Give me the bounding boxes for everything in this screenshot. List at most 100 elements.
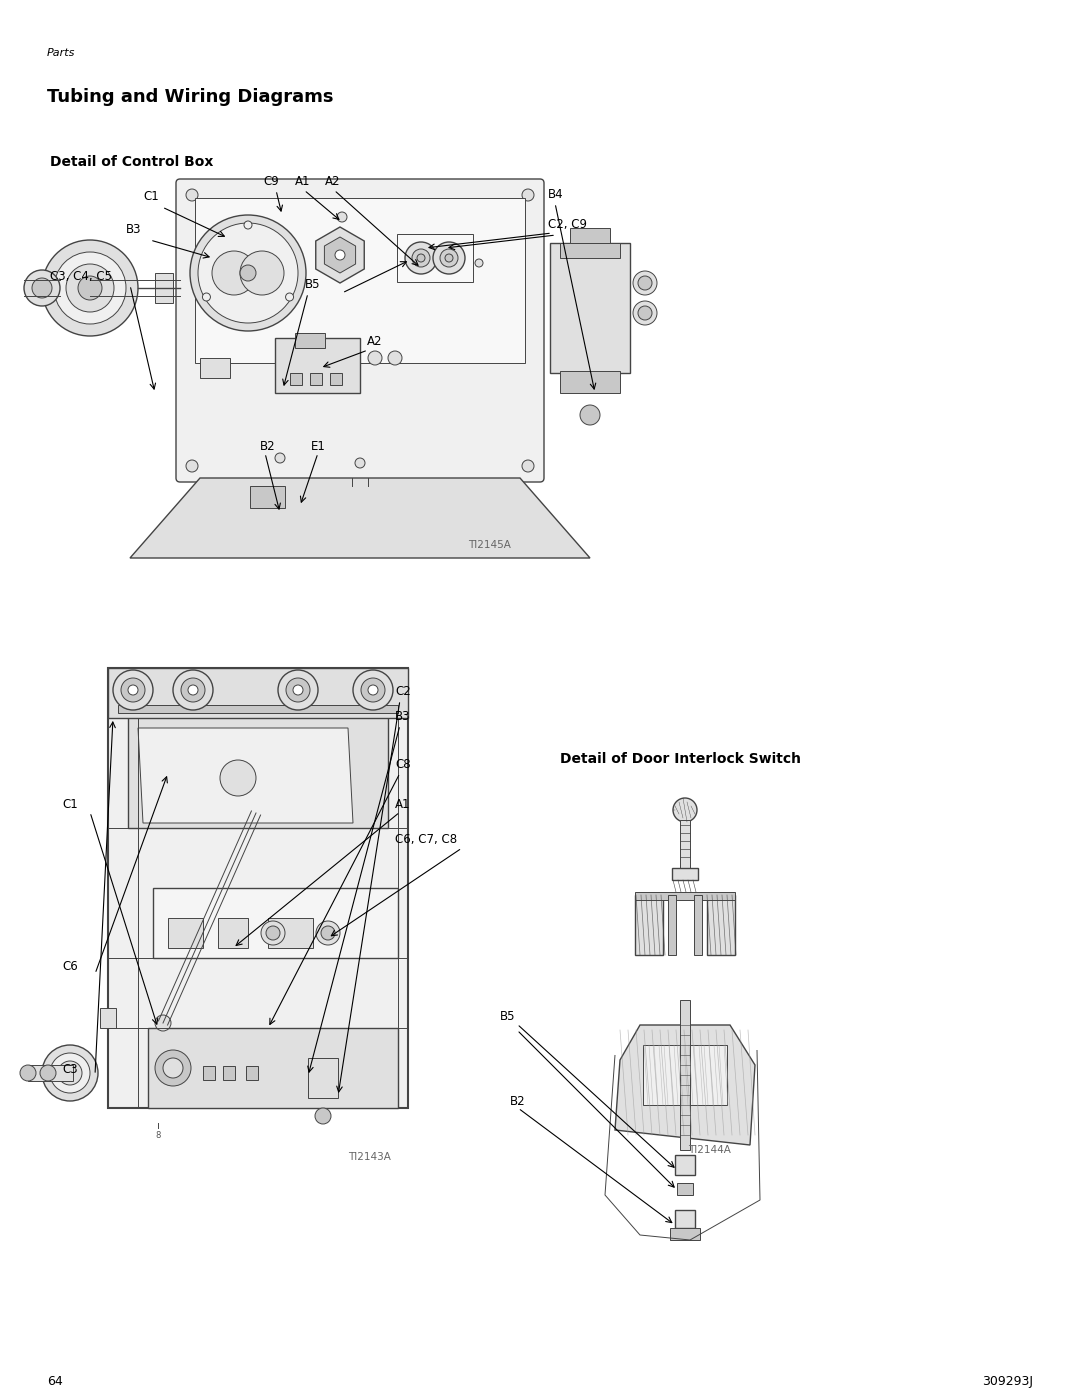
Bar bbox=[680, 820, 690, 870]
Bar bbox=[218, 918, 248, 949]
FancyBboxPatch shape bbox=[176, 179, 544, 482]
Circle shape bbox=[286, 678, 310, 703]
Text: Detail of Control Box: Detail of Control Box bbox=[50, 155, 214, 169]
Circle shape bbox=[275, 453, 285, 462]
Circle shape bbox=[163, 1058, 183, 1078]
Bar bbox=[195, 198, 525, 363]
Polygon shape bbox=[315, 226, 364, 284]
Circle shape bbox=[121, 678, 145, 703]
Circle shape bbox=[113, 671, 153, 710]
Circle shape bbox=[186, 460, 198, 472]
Bar bbox=[28, 1065, 73, 1081]
Bar bbox=[672, 868, 698, 880]
Circle shape bbox=[433, 242, 465, 274]
Bar bbox=[275, 338, 360, 393]
Circle shape bbox=[405, 242, 437, 274]
Circle shape bbox=[353, 671, 393, 710]
Circle shape bbox=[220, 760, 256, 796]
Circle shape bbox=[261, 921, 285, 944]
Bar bbox=[156, 272, 173, 303]
Circle shape bbox=[58, 1060, 82, 1085]
Circle shape bbox=[633, 271, 657, 295]
Circle shape bbox=[78, 277, 102, 300]
Circle shape bbox=[388, 351, 402, 365]
Circle shape bbox=[156, 1051, 191, 1085]
Bar bbox=[268, 918, 313, 949]
Text: B2: B2 bbox=[510, 1095, 526, 1108]
Circle shape bbox=[411, 249, 430, 267]
Circle shape bbox=[181, 678, 205, 703]
Text: TI2145A: TI2145A bbox=[469, 541, 512, 550]
Circle shape bbox=[186, 189, 198, 201]
Circle shape bbox=[212, 251, 256, 295]
Circle shape bbox=[361, 678, 384, 703]
Bar bbox=[100, 1009, 116, 1028]
Circle shape bbox=[285, 293, 294, 300]
Circle shape bbox=[315, 1108, 330, 1125]
Bar bbox=[330, 373, 342, 386]
Bar bbox=[635, 895, 663, 956]
Circle shape bbox=[156, 1016, 171, 1031]
Bar bbox=[635, 893, 735, 900]
Bar bbox=[680, 1000, 690, 1150]
Circle shape bbox=[54, 251, 126, 324]
Bar bbox=[200, 358, 230, 379]
Circle shape bbox=[266, 926, 280, 940]
Text: B2: B2 bbox=[260, 440, 275, 453]
Bar bbox=[707, 895, 735, 956]
Circle shape bbox=[638, 277, 652, 291]
Circle shape bbox=[522, 460, 534, 472]
Text: A2: A2 bbox=[325, 175, 341, 189]
Bar bbox=[550, 243, 630, 373]
Bar bbox=[249, 486, 285, 509]
Bar bbox=[397, 235, 473, 282]
Circle shape bbox=[42, 1045, 98, 1101]
Bar bbox=[308, 1058, 338, 1098]
Circle shape bbox=[335, 250, 345, 260]
Bar bbox=[129, 698, 388, 828]
Circle shape bbox=[417, 254, 426, 263]
Bar bbox=[677, 1183, 693, 1194]
Circle shape bbox=[475, 258, 483, 267]
Polygon shape bbox=[130, 478, 590, 557]
Text: A2: A2 bbox=[367, 335, 382, 348]
Text: B3: B3 bbox=[126, 224, 141, 236]
Text: E1: E1 bbox=[311, 440, 325, 453]
Circle shape bbox=[337, 212, 347, 222]
Circle shape bbox=[580, 405, 600, 425]
Text: C1: C1 bbox=[143, 190, 159, 203]
Text: C6: C6 bbox=[62, 960, 78, 972]
Polygon shape bbox=[615, 1025, 755, 1146]
Circle shape bbox=[522, 189, 534, 201]
Circle shape bbox=[638, 306, 652, 320]
Bar bbox=[694, 895, 702, 956]
Text: 8: 8 bbox=[156, 1132, 161, 1140]
Circle shape bbox=[188, 685, 198, 694]
Bar bbox=[295, 332, 325, 348]
Bar bbox=[561, 243, 620, 258]
Text: C2: C2 bbox=[395, 685, 410, 698]
Circle shape bbox=[316, 921, 340, 944]
Bar bbox=[118, 705, 399, 712]
Circle shape bbox=[248, 805, 264, 821]
Circle shape bbox=[240, 251, 284, 295]
Circle shape bbox=[673, 798, 697, 821]
Circle shape bbox=[244, 221, 252, 229]
Circle shape bbox=[21, 1065, 36, 1081]
Text: B5: B5 bbox=[305, 278, 321, 291]
Circle shape bbox=[293, 685, 303, 694]
Bar bbox=[203, 1066, 215, 1080]
Circle shape bbox=[440, 249, 458, 267]
Bar bbox=[561, 372, 620, 393]
Bar bbox=[669, 895, 676, 956]
Circle shape bbox=[129, 685, 138, 694]
Text: B4: B4 bbox=[548, 189, 564, 201]
Circle shape bbox=[240, 265, 256, 281]
Text: 64: 64 bbox=[48, 1375, 63, 1389]
Bar bbox=[148, 1028, 399, 1108]
Text: C3: C3 bbox=[62, 1063, 78, 1076]
Bar bbox=[310, 373, 322, 386]
Circle shape bbox=[633, 300, 657, 326]
Bar bbox=[153, 888, 399, 958]
Polygon shape bbox=[138, 728, 353, 823]
